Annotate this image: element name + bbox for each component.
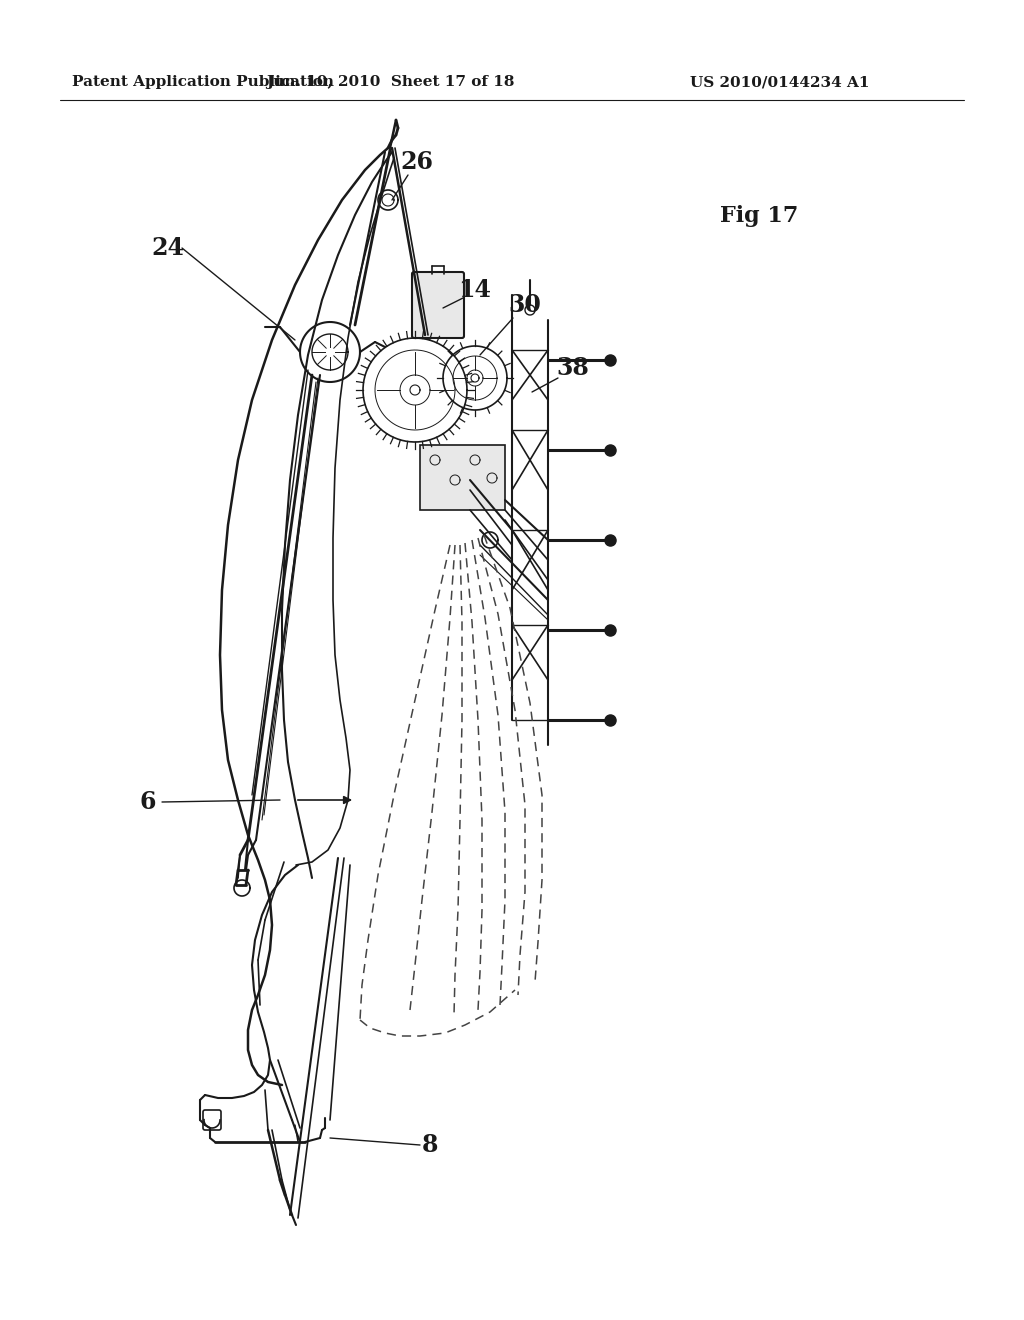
Text: US 2010/0144234 A1: US 2010/0144234 A1 — [690, 75, 869, 88]
FancyBboxPatch shape — [412, 272, 464, 338]
Text: 14: 14 — [458, 279, 490, 302]
Text: 30: 30 — [508, 293, 541, 317]
Text: Fig 17: Fig 17 — [720, 205, 799, 227]
Text: 24: 24 — [152, 236, 184, 260]
Text: 26: 26 — [400, 150, 433, 174]
Text: 6: 6 — [139, 789, 157, 814]
Text: Jun. 10, 2010  Sheet 17 of 18: Jun. 10, 2010 Sheet 17 of 18 — [266, 75, 514, 88]
Text: Patent Application Publication: Patent Application Publication — [72, 75, 334, 88]
Text: 38: 38 — [556, 356, 589, 380]
Text: 8: 8 — [422, 1133, 438, 1158]
Bar — [420, 445, 505, 510]
